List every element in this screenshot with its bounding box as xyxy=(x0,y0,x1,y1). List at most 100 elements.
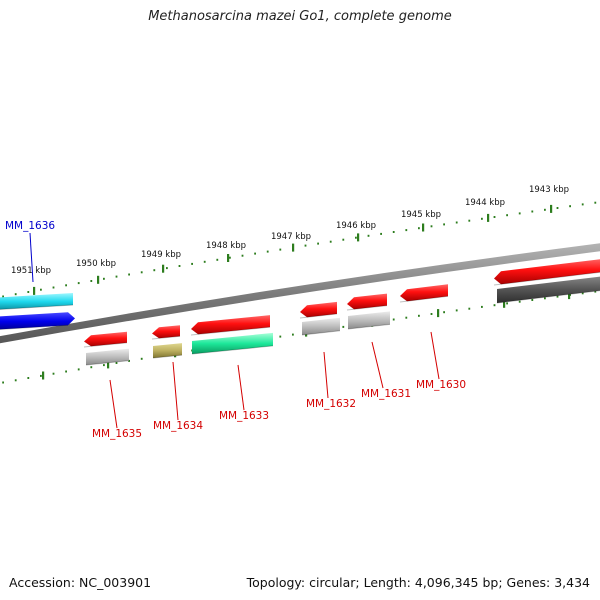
inner-minor-tick xyxy=(418,314,420,317)
inner-major-tick xyxy=(568,291,571,300)
outer-minor-tick xyxy=(518,212,521,215)
tick-label: 1944 kbp xyxy=(465,198,505,208)
outer-minor-tick xyxy=(40,288,42,291)
tick-label: 1948 kbp xyxy=(206,241,246,251)
outer-minor-tick xyxy=(556,207,559,209)
inner-minor-tick xyxy=(481,305,483,308)
outer-minor-tick xyxy=(14,293,17,296)
tick-label: 1951 kbp xyxy=(11,266,51,276)
gene-mm1632-shape[interactable] xyxy=(299,301,338,319)
inner-minor-tick xyxy=(531,299,534,301)
inner-minor-tick xyxy=(14,379,17,382)
outer-minor-tick xyxy=(166,267,168,270)
outer-minor-tick xyxy=(304,244,307,247)
gene-mm1631-domain[interactable] xyxy=(347,311,391,330)
gene-red-edge-shape[interactable] xyxy=(493,258,600,286)
outer-minor-tick xyxy=(178,265,181,267)
inner-minor-tick xyxy=(115,362,118,364)
outer-minor-tick xyxy=(443,223,445,226)
tick-label: 1943 kbp xyxy=(529,185,569,195)
outer-minor-tick xyxy=(506,214,508,217)
genome-summary-text: Topology: circular; Length: 4,096,345 bp… xyxy=(246,575,590,590)
gene-mm1631-shape[interactable] xyxy=(346,293,388,311)
outer-minor-tick xyxy=(153,269,156,272)
outer-minor-tick xyxy=(531,210,534,213)
outer-minor-tick xyxy=(103,277,105,280)
gene-labels: MM_1636 MM_1635 MM_1634 MM_1633 MM_1632 MM_16… xyxy=(5,220,466,440)
outer-minor-tick xyxy=(342,238,345,241)
inner-minor-tick xyxy=(594,290,597,293)
inner-minor-tick xyxy=(430,313,433,315)
outer-minor-tick xyxy=(254,252,256,255)
outer-minor-tick xyxy=(77,282,80,285)
outer-minor-tick xyxy=(317,242,319,245)
inner-minor-tick xyxy=(27,377,30,379)
outer-major-tick xyxy=(292,243,295,252)
outer-minor-tick xyxy=(392,231,395,233)
inner-major-tick xyxy=(437,309,440,318)
gene-label[interactable]: MM_1635 xyxy=(92,428,142,440)
tick-label: 1949 kbp xyxy=(141,250,181,260)
outer-major-tick xyxy=(357,233,360,242)
outer-major-tick xyxy=(422,223,425,232)
outer-minor-tick xyxy=(569,205,571,208)
inner-minor-tick xyxy=(292,333,294,336)
outer-minor-tick xyxy=(90,280,93,282)
gene-label[interactable]: MM_1630 xyxy=(416,379,466,391)
inner-minor-tick xyxy=(279,335,282,338)
gene-mm1633-shape[interactable] xyxy=(190,315,271,336)
outer-minor-tick xyxy=(115,275,118,278)
gene-features[interactable] xyxy=(0,258,600,366)
outer-major-tick xyxy=(487,213,490,222)
outer-minor-tick xyxy=(481,217,483,220)
genome-backbone xyxy=(0,243,600,344)
gene-leader-line xyxy=(109,379,118,429)
gene-dark-edge-shape[interactable] xyxy=(496,275,600,304)
inner-minor-tick xyxy=(544,297,546,300)
gene-mm1633-domain[interactable] xyxy=(191,332,274,355)
inner-minor-tick xyxy=(140,357,143,360)
tick-label: 1945 kbp xyxy=(401,210,441,220)
outer-minor-tick xyxy=(52,286,55,289)
outer-minor-tick xyxy=(65,284,67,287)
gene-mm1632-domain[interactable] xyxy=(301,317,341,336)
inner-minor-tick xyxy=(342,325,345,328)
inner-minor-tick xyxy=(493,304,496,307)
gene-mm1630-shape[interactable] xyxy=(399,284,449,303)
inner-minor-tick xyxy=(52,372,55,375)
outer-minor-tick xyxy=(203,260,206,263)
outer-major-tick xyxy=(162,264,165,273)
gene-mm1636-shape[interactable] xyxy=(0,312,75,330)
gene-leader-line xyxy=(29,232,34,283)
inner-minor-tick xyxy=(103,364,105,367)
gene-mm1634-domain[interactable] xyxy=(152,343,183,359)
gene-mm1635-domain[interactable] xyxy=(85,348,130,366)
inner-minor-tick xyxy=(392,318,395,321)
outer-minor-tick xyxy=(2,295,4,298)
gene-label[interactable]: MM_1633 xyxy=(219,410,269,422)
gene-label[interactable]: MM_1632 xyxy=(306,398,356,410)
inner-major-tick xyxy=(107,360,110,369)
outer-minor-tick xyxy=(430,225,433,228)
gene-mm1634-shape[interactable] xyxy=(151,325,181,340)
outer-minor-tick xyxy=(27,291,30,293)
gene-label[interactable]: MM_1631 xyxy=(361,388,411,400)
outer-minor-tick xyxy=(468,219,471,222)
outer-minor-tick xyxy=(544,208,546,211)
gene-mm1635-shape[interactable] xyxy=(83,331,128,348)
inner-minor-tick xyxy=(468,307,471,310)
gene-label[interactable]: MM_1634 xyxy=(153,420,203,432)
inner-major-tick xyxy=(503,299,506,308)
inner-minor-tick xyxy=(556,295,559,298)
inner-minor-tick xyxy=(2,381,4,384)
gene-label[interactable]: MM_1636 xyxy=(5,220,55,232)
inner-minor-tick xyxy=(581,292,584,295)
inner-major-tick xyxy=(42,371,45,380)
gene-leader-line xyxy=(237,364,245,411)
outer-minor-tick xyxy=(266,250,269,253)
gene-mm1636-domain[interactable] xyxy=(0,293,74,310)
outer-minor-tick xyxy=(329,240,332,243)
outer-minor-tick xyxy=(279,248,282,251)
tick-label: 1946 kbp xyxy=(336,221,376,231)
